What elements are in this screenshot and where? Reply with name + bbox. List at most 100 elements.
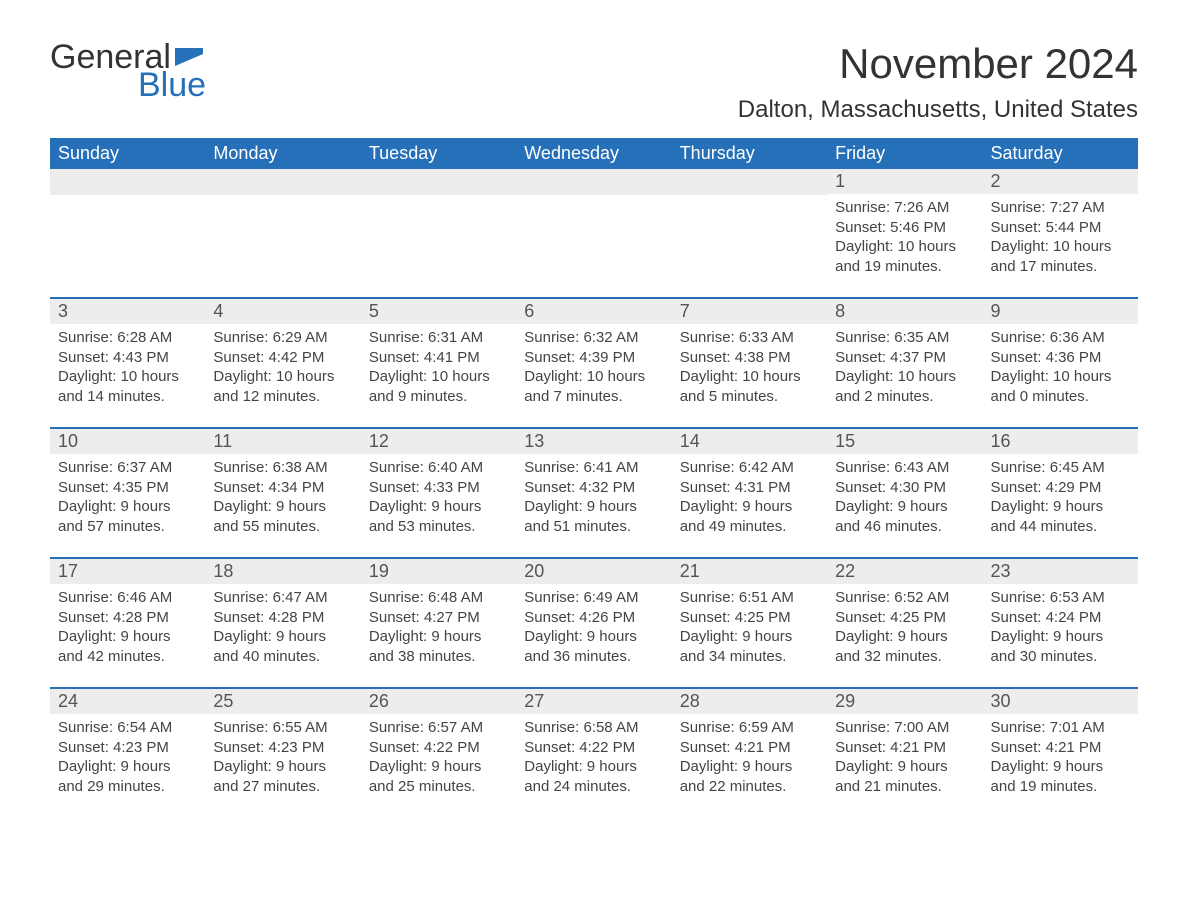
daylight-text-2: and 32 minutes.: [835, 647, 974, 667]
location: Dalton, Massachusetts, United States: [738, 96, 1138, 124]
day-body: Sunrise: 6:47 AMSunset: 4:28 PMDaylight:…: [205, 584, 360, 672]
daylight-text-1: Daylight: 9 hours: [680, 497, 819, 517]
sunset-text: Sunset: 4:21 PM: [991, 738, 1130, 758]
day-body: Sunrise: 6:58 AMSunset: 4:22 PMDaylight:…: [516, 714, 671, 802]
day-number: 7: [672, 299, 827, 324]
day-body: Sunrise: 6:48 AMSunset: 4:27 PMDaylight:…: [361, 584, 516, 672]
sunset-text: Sunset: 5:44 PM: [991, 218, 1130, 238]
daylight-text-2: and 9 minutes.: [369, 387, 508, 407]
sunrise-text: Sunrise: 6:35 AM: [835, 328, 974, 348]
sunrise-text: Sunrise: 7:27 AM: [991, 198, 1130, 218]
sunrise-text: Sunrise: 6:41 AM: [524, 458, 663, 478]
day-number: 16: [983, 429, 1138, 454]
day-number: 22: [827, 559, 982, 584]
sunset-text: Sunset: 4:33 PM: [369, 478, 508, 498]
day-number-empty: [516, 169, 671, 195]
daylight-text-1: Daylight: 9 hours: [213, 627, 352, 647]
day-cell: 20Sunrise: 6:49 AMSunset: 4:26 PMDayligh…: [516, 559, 671, 688]
sunrise-text: Sunrise: 6:40 AM: [369, 458, 508, 478]
day-body: Sunrise: 6:41 AMSunset: 4:32 PMDaylight:…: [516, 454, 671, 542]
sunset-text: Sunset: 4:36 PM: [991, 348, 1130, 368]
day-cell: 2Sunrise: 7:27 AMSunset: 5:44 PMDaylight…: [983, 169, 1138, 298]
daylight-text-1: Daylight: 10 hours: [680, 367, 819, 387]
day-cell: 15Sunrise: 6:43 AMSunset: 4:30 PMDayligh…: [827, 429, 982, 558]
day-body: Sunrise: 6:33 AMSunset: 4:38 PMDaylight:…: [672, 324, 827, 412]
calendar-table: SundayMondayTuesdayWednesdayThursdayFrid…: [50, 138, 1138, 817]
day-number: 5: [361, 299, 516, 324]
daylight-text-2: and 36 minutes.: [524, 647, 663, 667]
day-cell: 5Sunrise: 6:31 AMSunset: 4:41 PMDaylight…: [361, 299, 516, 428]
daylight-text-1: Daylight: 10 hours: [835, 367, 974, 387]
sunset-text: Sunset: 4:38 PM: [680, 348, 819, 368]
day-cell: 3Sunrise: 6:28 AMSunset: 4:43 PMDaylight…: [50, 299, 205, 428]
sunset-text: Sunset: 4:22 PM: [524, 738, 663, 758]
day-number: 6: [516, 299, 671, 324]
daylight-text-1: Daylight: 9 hours: [58, 627, 197, 647]
sunset-text: Sunset: 4:25 PM: [680, 608, 819, 628]
sunrise-text: Sunrise: 6:43 AM: [835, 458, 974, 478]
day-cell: [205, 169, 360, 298]
day-body: Sunrise: 6:52 AMSunset: 4:25 PMDaylight:…: [827, 584, 982, 672]
day-cell: 9Sunrise: 6:36 AMSunset: 4:36 PMDaylight…: [983, 299, 1138, 428]
daylight-text-1: Daylight: 9 hours: [369, 497, 508, 517]
daylight-text-2: and 27 minutes.: [213, 777, 352, 797]
day-body: Sunrise: 6:29 AMSunset: 4:42 PMDaylight:…: [205, 324, 360, 412]
day-cell: 11Sunrise: 6:38 AMSunset: 4:34 PMDayligh…: [205, 429, 360, 558]
day-cell: 19Sunrise: 6:48 AMSunset: 4:27 PMDayligh…: [361, 559, 516, 688]
daylight-text-1: Daylight: 9 hours: [213, 757, 352, 777]
day-cell: 27Sunrise: 6:58 AMSunset: 4:22 PMDayligh…: [516, 689, 671, 817]
sunset-text: Sunset: 4:43 PM: [58, 348, 197, 368]
day-cell: 30Sunrise: 7:01 AMSunset: 4:21 PMDayligh…: [983, 689, 1138, 817]
daylight-text-2: and 46 minutes.: [835, 517, 974, 537]
day-number: 25: [205, 689, 360, 714]
week-row: 24Sunrise: 6:54 AMSunset: 4:23 PMDayligh…: [50, 689, 1138, 817]
day-number-empty: [672, 169, 827, 195]
title-block: November 2024 Dalton, Massachusetts, Uni…: [738, 40, 1138, 132]
daylight-text-1: Daylight: 9 hours: [369, 757, 508, 777]
header: General Blue November 2024 Dalton, Massa…: [50, 40, 1138, 132]
day-body: Sunrise: 6:38 AMSunset: 4:34 PMDaylight:…: [205, 454, 360, 542]
logo-word-blue: Blue: [138, 68, 206, 102]
daylight-text-1: Daylight: 9 hours: [524, 497, 663, 517]
day-header: Tuesday: [361, 138, 516, 169]
day-body: Sunrise: 6:28 AMSunset: 4:43 PMDaylight:…: [50, 324, 205, 412]
daylight-text-2: and 38 minutes.: [369, 647, 508, 667]
sunrise-text: Sunrise: 6:54 AM: [58, 718, 197, 738]
sunrise-text: Sunrise: 6:51 AM: [680, 588, 819, 608]
daylight-text-2: and 57 minutes.: [58, 517, 197, 537]
daylight-text-1: Daylight: 9 hours: [58, 757, 197, 777]
day-cell: 17Sunrise: 6:46 AMSunset: 4:28 PMDayligh…: [50, 559, 205, 688]
day-header: Wednesday: [516, 138, 671, 169]
week-row: 3Sunrise: 6:28 AMSunset: 4:43 PMDaylight…: [50, 299, 1138, 428]
daylight-text-1: Daylight: 10 hours: [524, 367, 663, 387]
daylight-text-1: Daylight: 10 hours: [835, 237, 974, 257]
day-cell: 7Sunrise: 6:33 AMSunset: 4:38 PMDaylight…: [672, 299, 827, 428]
sunrise-text: Sunrise: 6:48 AM: [369, 588, 508, 608]
day-body: Sunrise: 6:35 AMSunset: 4:37 PMDaylight:…: [827, 324, 982, 412]
daylight-text-2: and 25 minutes.: [369, 777, 508, 797]
day-cell: [361, 169, 516, 298]
day-cell: 13Sunrise: 6:41 AMSunset: 4:32 PMDayligh…: [516, 429, 671, 558]
day-header: Sunday: [50, 138, 205, 169]
sunset-text: Sunset: 4:31 PM: [680, 478, 819, 498]
day-body: Sunrise: 6:57 AMSunset: 4:22 PMDaylight:…: [361, 714, 516, 802]
daylight-text-1: Daylight: 9 hours: [680, 627, 819, 647]
day-number-empty: [361, 169, 516, 195]
sunrise-text: Sunrise: 6:38 AM: [213, 458, 352, 478]
day-header: Monday: [205, 138, 360, 169]
daylight-text-1: Daylight: 9 hours: [58, 497, 197, 517]
day-body: Sunrise: 7:27 AMSunset: 5:44 PMDaylight:…: [983, 194, 1138, 282]
daylight-text-1: Daylight: 9 hours: [835, 627, 974, 647]
day-number: 8: [827, 299, 982, 324]
day-body: Sunrise: 6:45 AMSunset: 4:29 PMDaylight:…: [983, 454, 1138, 542]
sunset-text: Sunset: 4:25 PM: [835, 608, 974, 628]
sunset-text: Sunset: 4:37 PM: [835, 348, 974, 368]
day-body: Sunrise: 6:51 AMSunset: 4:25 PMDaylight:…: [672, 584, 827, 672]
daylight-text-2: and 12 minutes.: [213, 387, 352, 407]
day-body: Sunrise: 6:43 AMSunset: 4:30 PMDaylight:…: [827, 454, 982, 542]
day-number: 21: [672, 559, 827, 584]
day-number-empty: [205, 169, 360, 195]
daylight-text-2: and 55 minutes.: [213, 517, 352, 537]
month-title: November 2024: [738, 40, 1138, 88]
day-cell: 29Sunrise: 7:00 AMSunset: 4:21 PMDayligh…: [827, 689, 982, 817]
